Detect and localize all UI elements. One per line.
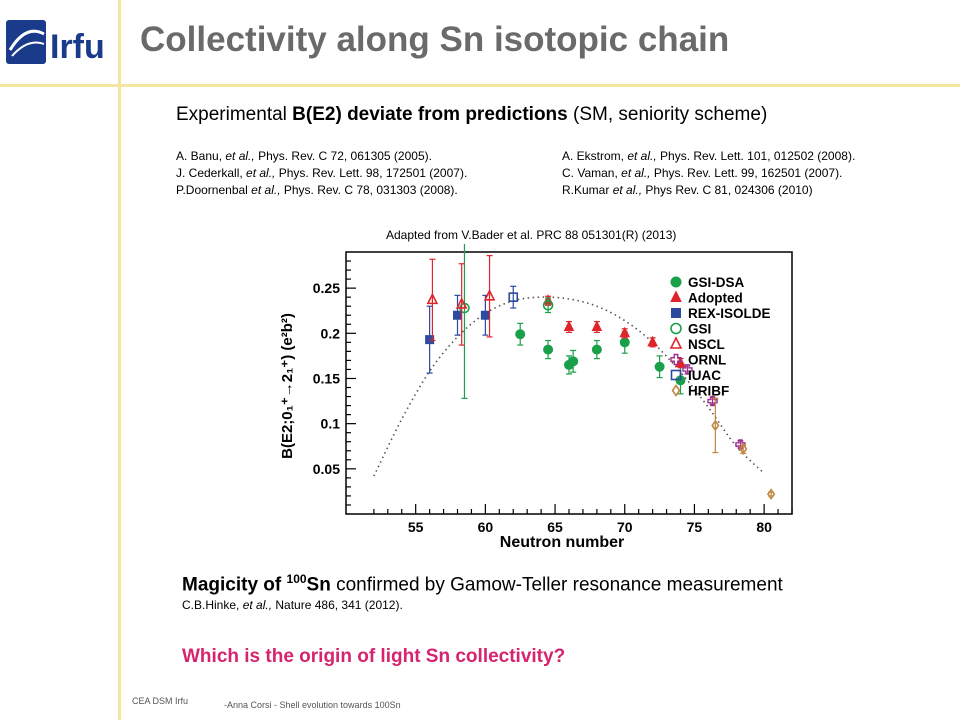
legend-marker [671,384,681,397]
data-point [453,310,462,320]
legend-label: GSI [688,322,711,337]
be2-chart: 55 60 65 70 75 80 0.05 0.1 0.15 0.2 0.25 GSI-DSA Ad… [262,217,802,559]
data-point [711,419,720,432]
vertical-rule [118,0,121,720]
data-point [543,344,554,355]
data-point [480,310,490,320]
chart-svg: 55 60 65 70 75 800.050.10.150.20.25 GSI-DSAAd… [279,217,793,551]
data-point [682,364,693,375]
magic-post: Sn [306,574,331,596]
data-point [735,439,746,450]
magic-pre: Magicity of [182,574,287,596]
logo-text: Irfu [50,28,105,66]
question-text: Which is the origin of light Sn collecti… [182,646,566,667]
data-point [766,488,776,501]
x-tick-label: 55 [408,519,424,535]
data-point [591,320,603,331]
legend-label: NSCL [688,337,725,352]
x-axis-label: Neutron number [500,534,624,551]
x-tick-label: 65 [547,519,563,535]
footer-right: -Anna Corsi - Shell evolution towards 10… [224,700,401,710]
page-title: Collectivity along Sn isotopic chain [140,20,730,59]
data-point [483,288,496,301]
hinke-reference: C.B.Hinke, et al., Nature 486, 341 (2012… [182,598,403,612]
references-right: A. Ekstrom, et al., Phys. Rev. Lett. 101… [562,148,855,199]
x-tick-label: 60 [478,519,494,535]
y-tick-label: 0.25 [313,280,340,296]
horizontal-rule [0,84,960,87]
legend-label: IUAC [688,368,721,383]
legend-label: Adopted [688,291,743,306]
y-tick-label: 0.15 [313,370,340,386]
legend-marker [670,369,682,381]
legend-marker [670,322,682,335]
magicity-statement: Magicity of 100Sn confirmed by Gamow-Tel… [182,572,783,596]
x-tick-label: 80 [756,519,772,535]
data-point [591,344,602,355]
subtitle-bold: B(E2) deviate from predictions [292,104,568,125]
legend-marker [670,353,682,366]
irfu-logo: Irfu [6,16,110,68]
data-point [619,326,631,338]
figure-credit: Adapted from V.Bader et al. PRC 88 05130… [386,228,677,242]
data-point [619,337,630,348]
series-adopted [542,294,686,369]
legend-label: ORNL [688,353,726,368]
data-point [654,361,665,372]
legend-label: HRIBF [688,384,729,399]
legend-label: REX-ISOLDE [688,306,771,321]
legend-marker [670,276,682,288]
reference: J. Cederkall, et al., Phys. Rev. Lett. 9… [176,166,468,180]
series-nscl [426,255,496,346]
subtitle: Experimental B(E2) deviate from predicti… [176,104,767,126]
reference: R.Kumar et al., Phys Rev. C 81, 024306 (… [562,183,813,197]
subtitle-part1: Experimental [176,104,293,125]
reference: A. Ekstrom, et al., Phys. Rev. Lett. 101… [562,149,856,163]
data-point [455,297,468,309]
footer-left: CEA DSM Irfu [132,696,189,706]
y-axis-label: B(E2;0₁⁺→2₁⁺) (e²b²) [279,313,296,459]
legend-label: GSI-DSA [688,275,745,290]
data-point [707,395,718,407]
data-point [425,335,435,345]
magic-rest: confirmed by Gamow-Teller resonance meas… [330,574,783,596]
data-point [568,356,579,367]
y-tick-label: 0.05 [313,461,340,477]
data-point [563,320,575,331]
reference: A. Banu, et al., Phys. Rev. C 72, 061305… [176,149,432,163]
data-point [508,292,519,302]
legend-marker [669,336,683,349]
y-tick-label: 0.1 [321,416,341,432]
references-left: A. Banu, et al., Phys. Rev. C 72, 061305… [176,148,467,199]
x-tick-label: 75 [687,519,703,535]
legend-marker [670,290,682,302]
series-rex-isolde [425,294,490,374]
reference: C. Vaman, et al., Phys. Rev. Lett. 99, 1… [562,166,843,180]
series-gsi-dsa [515,322,686,395]
data-point [515,329,526,340]
magic-sup: 100 [286,572,307,586]
x-tick-label: 70 [617,519,633,535]
data-point [647,335,658,347]
data-point [739,443,748,455]
data-point [426,292,439,305]
data-point [542,300,554,311]
y-tick-label: 0.2 [321,325,341,341]
series-hribf [711,397,776,501]
legend-marker [671,308,681,318]
series-iuac [508,285,519,309]
model-curve [373,296,765,477]
subtitle-part2: (SM, seniority scheme) [567,104,768,125]
reference: P.Doornenbal et al., Phys. Rev. C 78, 03… [176,183,458,197]
